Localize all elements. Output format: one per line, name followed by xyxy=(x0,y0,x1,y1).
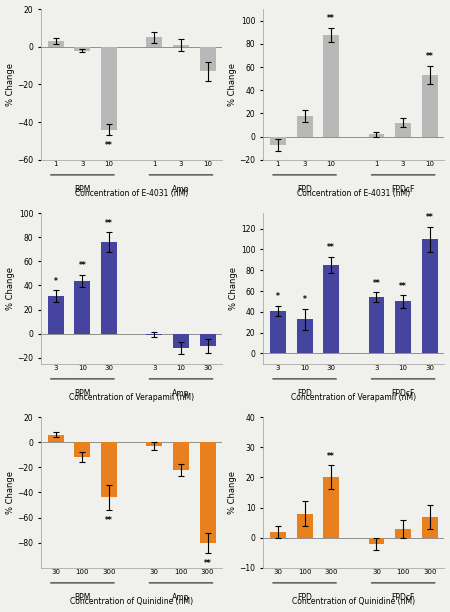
Text: **: ** xyxy=(105,219,113,228)
X-axis label: Concentration of E-4031 (nM): Concentration of E-4031 (nM) xyxy=(75,190,188,198)
Bar xyxy=(422,75,438,136)
Bar xyxy=(369,297,384,354)
Bar xyxy=(323,265,339,354)
Bar xyxy=(101,242,117,334)
Bar xyxy=(270,532,286,538)
Bar xyxy=(369,538,384,543)
Bar xyxy=(297,513,313,538)
Text: **: ** xyxy=(327,14,335,23)
Bar xyxy=(297,319,313,354)
Text: **: ** xyxy=(426,53,434,61)
Text: **: ** xyxy=(327,452,335,461)
Bar xyxy=(146,37,162,47)
Text: **: ** xyxy=(105,516,113,525)
Y-axis label: % Change: % Change xyxy=(5,63,14,106)
Bar xyxy=(200,442,216,543)
Bar xyxy=(74,442,90,457)
Bar xyxy=(146,334,162,335)
Text: FPDcF: FPDcF xyxy=(392,185,415,195)
Bar xyxy=(369,134,384,136)
X-axis label: Concentration of E-4031 (nM): Concentration of E-4031 (nM) xyxy=(297,190,410,198)
Text: **: ** xyxy=(327,243,335,252)
Bar xyxy=(323,34,339,136)
Bar xyxy=(74,281,90,334)
Text: **: ** xyxy=(399,282,407,291)
Y-axis label: % Change: % Change xyxy=(5,471,14,514)
Text: Amp: Amp xyxy=(172,389,190,398)
Text: FPDcF: FPDcF xyxy=(392,389,415,398)
Text: FPD: FPD xyxy=(297,185,312,195)
Bar xyxy=(270,136,286,145)
Bar xyxy=(173,442,189,470)
Text: **: ** xyxy=(426,213,434,222)
Y-axis label: % Change: % Change xyxy=(228,63,237,106)
Text: Amp: Amp xyxy=(172,185,190,195)
X-axis label: Concentration of Quinidine (nM): Concentration of Quinidine (nM) xyxy=(292,597,415,606)
X-axis label: Concentration of Quinidine (nM): Concentration of Quinidine (nM) xyxy=(70,597,193,606)
Text: *: * xyxy=(302,295,306,304)
Bar xyxy=(173,334,189,348)
Bar xyxy=(146,442,162,446)
Text: BPM: BPM xyxy=(74,594,90,602)
Bar xyxy=(422,517,438,538)
Bar xyxy=(270,311,286,354)
Bar xyxy=(74,47,90,51)
Bar xyxy=(422,239,438,354)
Text: BPM: BPM xyxy=(74,185,90,195)
Text: FPDcF: FPDcF xyxy=(392,594,415,602)
Text: **: ** xyxy=(373,278,380,288)
Bar xyxy=(395,123,411,136)
Bar xyxy=(395,529,411,538)
Bar xyxy=(101,442,117,498)
Bar xyxy=(48,435,64,442)
Y-axis label: % Change: % Change xyxy=(228,471,237,514)
Y-axis label: % Change: % Change xyxy=(6,267,15,310)
Text: *: * xyxy=(54,277,58,286)
Bar xyxy=(101,47,117,130)
Y-axis label: % Change: % Change xyxy=(230,267,238,310)
Bar xyxy=(323,477,339,538)
Bar xyxy=(297,116,313,136)
Text: Amp: Amp xyxy=(172,594,190,602)
Text: FPD: FPD xyxy=(297,389,312,398)
Text: FPD: FPD xyxy=(297,594,312,602)
Bar xyxy=(48,296,64,334)
Bar xyxy=(48,41,64,47)
Text: **: ** xyxy=(204,559,211,568)
Text: **: ** xyxy=(105,141,113,151)
Bar xyxy=(200,47,216,71)
Bar xyxy=(395,302,411,354)
Text: BPM: BPM xyxy=(74,389,90,398)
Bar xyxy=(200,334,216,346)
X-axis label: Concentration of Verapamil (nM): Concentration of Verapamil (nM) xyxy=(69,394,194,403)
X-axis label: Concentration of Verapamil (nM): Concentration of Verapamil (nM) xyxy=(291,394,416,403)
Bar xyxy=(173,45,189,47)
Text: **: ** xyxy=(78,261,86,270)
Text: *: * xyxy=(276,292,280,301)
